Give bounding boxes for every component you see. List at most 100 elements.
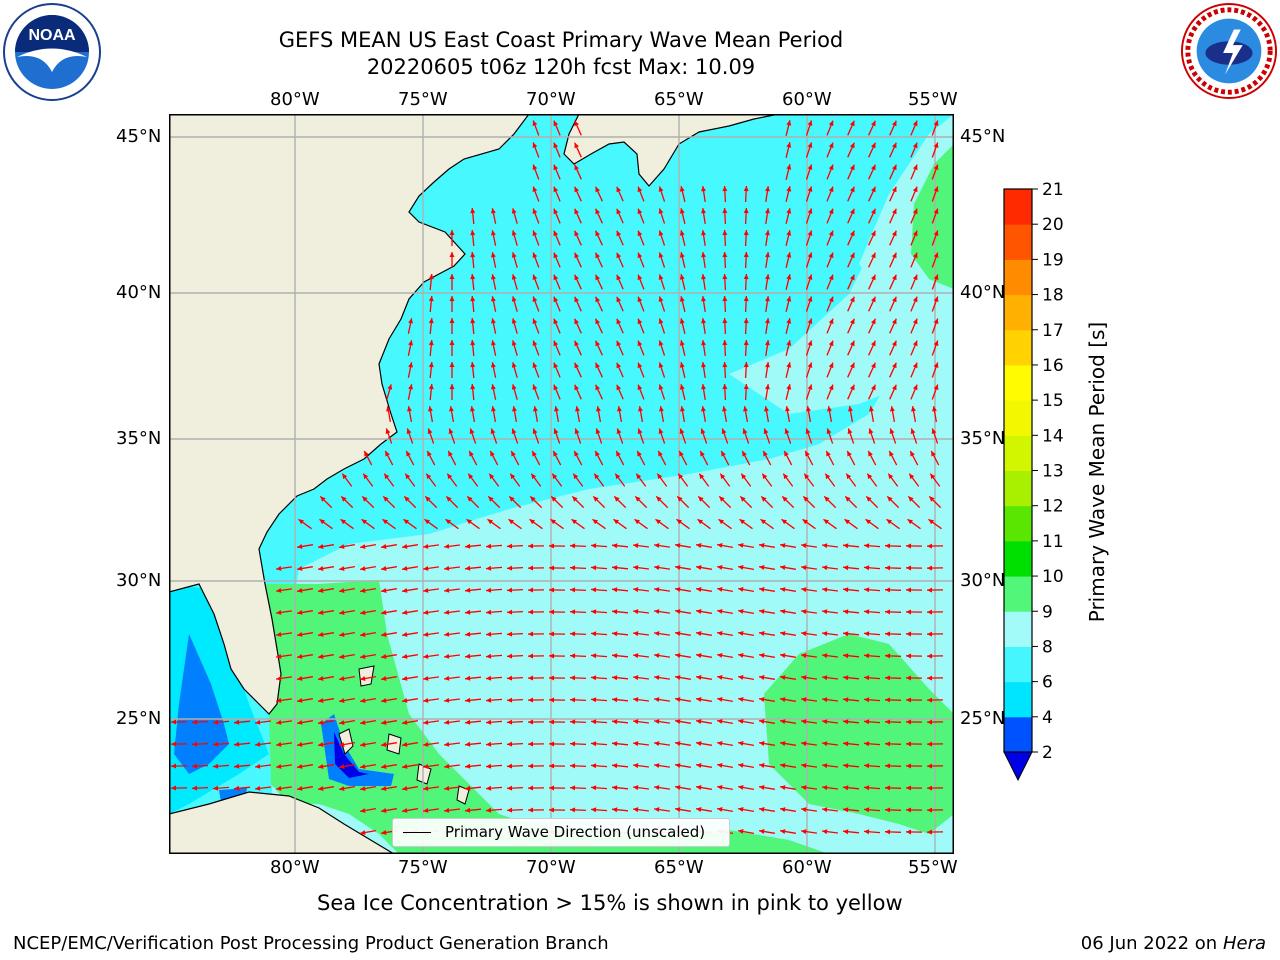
wave-arrow-head (402, 742, 408, 747)
wave-arrow-head (717, 653, 723, 658)
wave-arrow-head (532, 450, 537, 457)
wave-arrow-head (423, 588, 429, 593)
wave-arrow-head (722, 362, 728, 368)
wave-arrow-head (780, 807, 786, 812)
wave-arrow-head (507, 785, 513, 791)
wave-arrow-head (486, 609, 492, 615)
wave-arrow-head (486, 565, 492, 571)
lon-tick-bottom-70w: 70°W (526, 857, 576, 878)
wave-arrow-head (843, 763, 849, 769)
wave-arrow-head (849, 274, 855, 281)
wave-arrow-head (927, 785, 932, 791)
wave-arrow-head (507, 587, 513, 593)
wave-arrow-head (360, 632, 366, 637)
wave-arrow-head (927, 719, 932, 725)
wave-arrow-head (532, 120, 538, 126)
wave-arrow-head (511, 230, 517, 236)
wave-arrow-head (738, 785, 744, 790)
wave-arrow-head (892, 186, 897, 193)
run-date-text: 06 Jun 2022 on (1080, 933, 1218, 954)
wave-arrow-head (591, 763, 597, 769)
wave-arrow-head (843, 609, 849, 615)
wave-arrow-head (849, 208, 855, 215)
wave-arrow-head (297, 632, 303, 637)
wave-arrow-head (192, 741, 198, 747)
wave-arrow-head (402, 544, 408, 549)
wave-arrow-head (591, 587, 597, 593)
wave-arrow-head (780, 631, 786, 636)
wave-arrow-head (382, 519, 388, 525)
colorbar-segment (1004, 189, 1032, 225)
wave-arrow-head (906, 763, 911, 769)
wave-arrow-head (511, 208, 517, 214)
wave-arrow-head (553, 142, 559, 149)
wave-arrow-head (213, 719, 219, 725)
wave-arrow-head (549, 785, 554, 791)
wave-arrow-head (381, 808, 387, 813)
wave-arrow-head (906, 785, 911, 791)
wave-arrow-head (701, 186, 706, 192)
wave-arrow-head (532, 340, 538, 346)
wave-arrow-head (802, 519, 808, 525)
wave-arrow-head (549, 587, 554, 593)
wave-arrow-head (933, 186, 939, 192)
wave-arrow-head (885, 543, 891, 549)
wave-arrow-head (320, 496, 326, 502)
wave-arrow-head (612, 653, 618, 659)
wave-arrow-head (529, 519, 535, 525)
wave-arrow-head (932, 406, 937, 412)
wave-arrow-head (912, 252, 918, 259)
wave-arrow-head (570, 785, 576, 791)
wave-arrow-head (595, 318, 600, 325)
colorbar-tick-label: 17 (1042, 321, 1064, 341)
wave-arrow-head (801, 719, 807, 725)
wave-arrow-head (805, 450, 810, 457)
wave-arrow-head (532, 252, 538, 258)
wave-arrow-head (822, 829, 828, 835)
wave-arrow-head (864, 543, 870, 549)
wave-arrow-head (675, 697, 681, 702)
wave-arrow-head (696, 653, 702, 658)
colorbar-segment (1004, 576, 1032, 612)
lon-tick-top-75w: 75°W (398, 89, 448, 110)
wave-period-map (169, 114, 954, 854)
wave-arrow-head (743, 384, 749, 390)
wave-arrow-head (698, 496, 704, 502)
wave-arrow-head (927, 763, 932, 769)
wave-arrow-head (595, 274, 600, 281)
wave-arrow-head (927, 631, 932, 637)
wave-arrow-head (511, 252, 517, 258)
wave-arrow-head (743, 208, 749, 214)
lat-tick-right-25n: 25°N (960, 708, 1006, 729)
wave-arrow-head (844, 519, 850, 525)
colorbar-tick-label: 9 (1042, 602, 1053, 622)
wave-arrow-head (807, 186, 813, 192)
wave-arrow-head (423, 742, 429, 747)
lat-tick-left-25n: 25°N (116, 708, 162, 729)
wave-arrow-head (927, 807, 932, 813)
wave-arrow-head (591, 675, 597, 681)
wave-arrow-head (864, 587, 870, 593)
wave-arrow-head (595, 230, 600, 237)
wave-arrow-head (612, 697, 618, 703)
wave-arrow-head (591, 741, 597, 747)
wave-arrow-head (428, 318, 434, 324)
wave-arrow-head (469, 450, 474, 457)
wave-arrow-head (570, 741, 576, 747)
wave-arrow-head (444, 697, 450, 703)
wave-arrow-head (423, 698, 429, 703)
wave-arrow-head (765, 318, 770, 324)
colorbar-label: Primary Wave Mean Period [s] (1085, 321, 1109, 623)
wave-arrow-head (801, 653, 807, 659)
wave-arrow-head (549, 609, 554, 615)
wave-arrow-head (532, 142, 538, 148)
wave-arrow-head (465, 807, 471, 813)
wave-arrow-head (595, 428, 601, 434)
wave-arrow-head (637, 450, 642, 457)
wave-arrow-head (927, 609, 932, 615)
colorbar-tick-label: 10 (1042, 567, 1064, 587)
wave-arrow-head (780, 785, 786, 790)
wave-arrow-head (234, 719, 240, 725)
wave-arrow-head (743, 362, 749, 368)
wave-arrow-head (933, 296, 939, 302)
